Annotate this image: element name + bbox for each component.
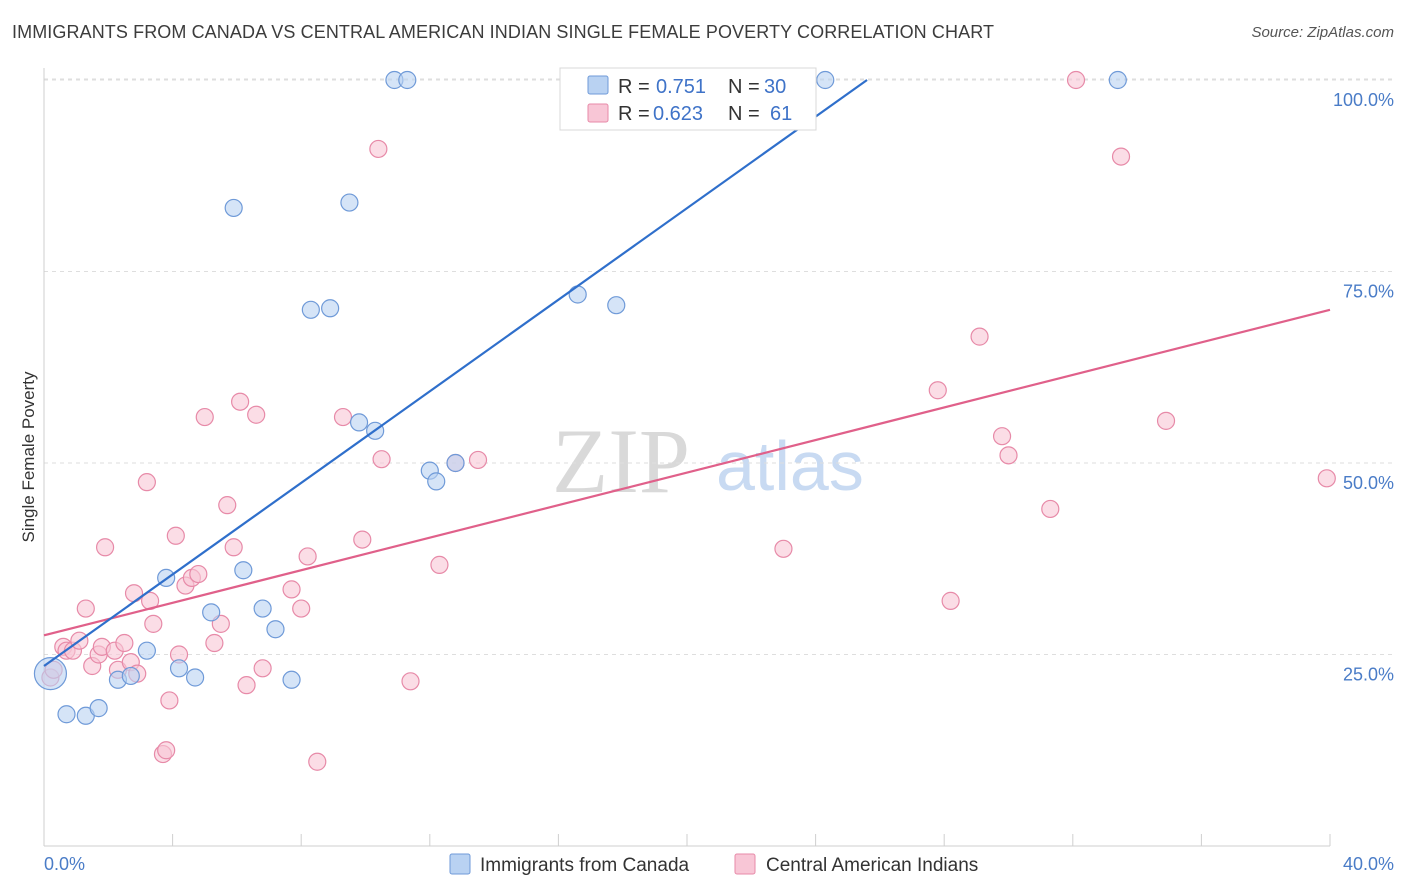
central-american-point-34 [237,676,256,695]
trend-line-central-american [43,308,1331,637]
y-tick-label-75: 75.0% [1343,282,1394,302]
canada-point-8 [169,659,189,678]
central-american-point-40 [308,752,327,771]
canada-point-1 [57,705,76,724]
central-american-point-36 [253,659,272,678]
trend-line-canada [43,79,868,667]
legend-swatch-canada [449,853,471,875]
source-label: Source: ZipAtlas.com [1251,24,1394,41]
central-american-point-49 [774,539,793,558]
canada-point-0 [33,657,68,691]
central-american-point-15 [124,584,144,603]
canada-point-16 [301,300,320,319]
canada-point-27 [607,296,626,315]
canada-point-14 [266,620,285,639]
central-american-point-10 [95,538,115,557]
canada-point-6 [137,641,156,660]
series-immigrants-from-canada [33,70,1127,725]
central-american-point-21 [157,741,176,760]
canada-point-25 [446,453,465,473]
canada-point-12 [234,561,253,580]
legend-n-value-blue: 30 [764,76,786,98]
central-american-point-22 [160,691,179,710]
canada-point-15 [282,670,301,689]
canada-point-26 [568,285,587,304]
legend-label-canada: Immigrants from Canada [480,855,690,876]
y-tick-labels: 25.0% 50.0% 75.0% 100.0% [1333,90,1394,685]
series-legend: Immigrants from Canada Central American … [449,853,978,876]
y-tick-label-50: 50.0% [1343,473,1394,493]
central-american-point-58 [1156,411,1176,430]
x-tick-label-0: 0.0% [44,854,85,874]
stats-legend: R = 0.751 N = 30 R = 0.623 N = 61 [559,67,817,131]
legend-label-central-american: Central American Indians [766,855,978,876]
central-american-point-23 [166,526,185,545]
central-american-point-51 [941,591,960,610]
central-american-point-13 [115,633,134,653]
canada-point-18 [340,193,359,212]
canada-point-22 [398,70,417,90]
central-american-point-57 [1111,147,1131,166]
central-american-point-6 [76,599,95,618]
central-american-point-33 [231,392,250,411]
central-american-point-31 [218,496,237,515]
central-american-point-17 [137,473,156,492]
watermark-zip: ZIP [552,410,690,512]
central-american-point-43 [369,139,388,159]
central-american-point-53 [992,427,1012,446]
central-american-point-59 [1317,469,1336,488]
central-american-point-50 [928,381,947,400]
canada-point-10 [202,603,221,622]
legend-r-value-blue: 0.751 [656,76,706,98]
legend-swatch-blue [587,75,609,95]
central-american-point-19 [144,614,163,633]
central-american-point-32 [224,538,243,557]
central-american-point-54 [999,446,1018,465]
central-american-point-38 [292,599,311,618]
legend-n-value-pink: 61 [770,103,792,125]
central-american-point-27 [189,564,208,584]
central-american-point-48 [468,450,488,470]
y-tick-label-100: 100.0% [1333,90,1394,110]
central-american-point-37 [282,580,301,599]
central-american-point-52 [970,327,989,346]
canada-point-17 [321,299,340,318]
central-american-point-41 [333,407,353,427]
central-american-point-45 [401,672,420,691]
legend-swatch-central-american [734,853,756,875]
canada-point-5 [121,666,140,686]
central-american-point-55 [1041,499,1060,519]
canada-point-9 [186,668,205,687]
central-american-point-42 [353,530,372,549]
central-american-point-29 [205,633,224,653]
x-tick-label-40: 40.0% [1343,854,1394,874]
canada-point-19 [349,413,369,432]
y-tick-label-25: 25.0% [1343,665,1394,685]
watermark-atlas: atlas [716,427,864,505]
central-american-point-28 [195,407,214,427]
canada-point-13 [253,599,272,618]
legend-r-label-blue: R = [618,76,650,98]
x-ticks [43,834,1331,846]
central-american-point-39 [298,547,317,566]
trend-lines [43,79,1331,667]
canada-point-24 [427,472,446,491]
chart-title: IMMIGRANTS FROM CANADA VS CENTRAL AMERIC… [12,22,995,42]
central-american-point-44 [372,450,391,469]
canada-point-11 [224,198,243,218]
canada-point-29 [1108,70,1127,90]
legend-r-label-pink: R = [618,103,650,125]
legend-r-value-pink: 0.623 [653,103,703,125]
central-american-point-56 [1066,70,1086,90]
legend-n-label-pink: N = [728,103,760,125]
y-axis-title: Single Female Poverty [19,371,38,543]
legend-swatch-pink [587,103,609,123]
canada-point-3 [89,699,108,718]
central-american-point-35 [247,405,266,424]
legend-n-label-blue: N = [728,76,760,98]
canada-point-28 [816,70,835,90]
central-american-point-46 [430,555,449,574]
